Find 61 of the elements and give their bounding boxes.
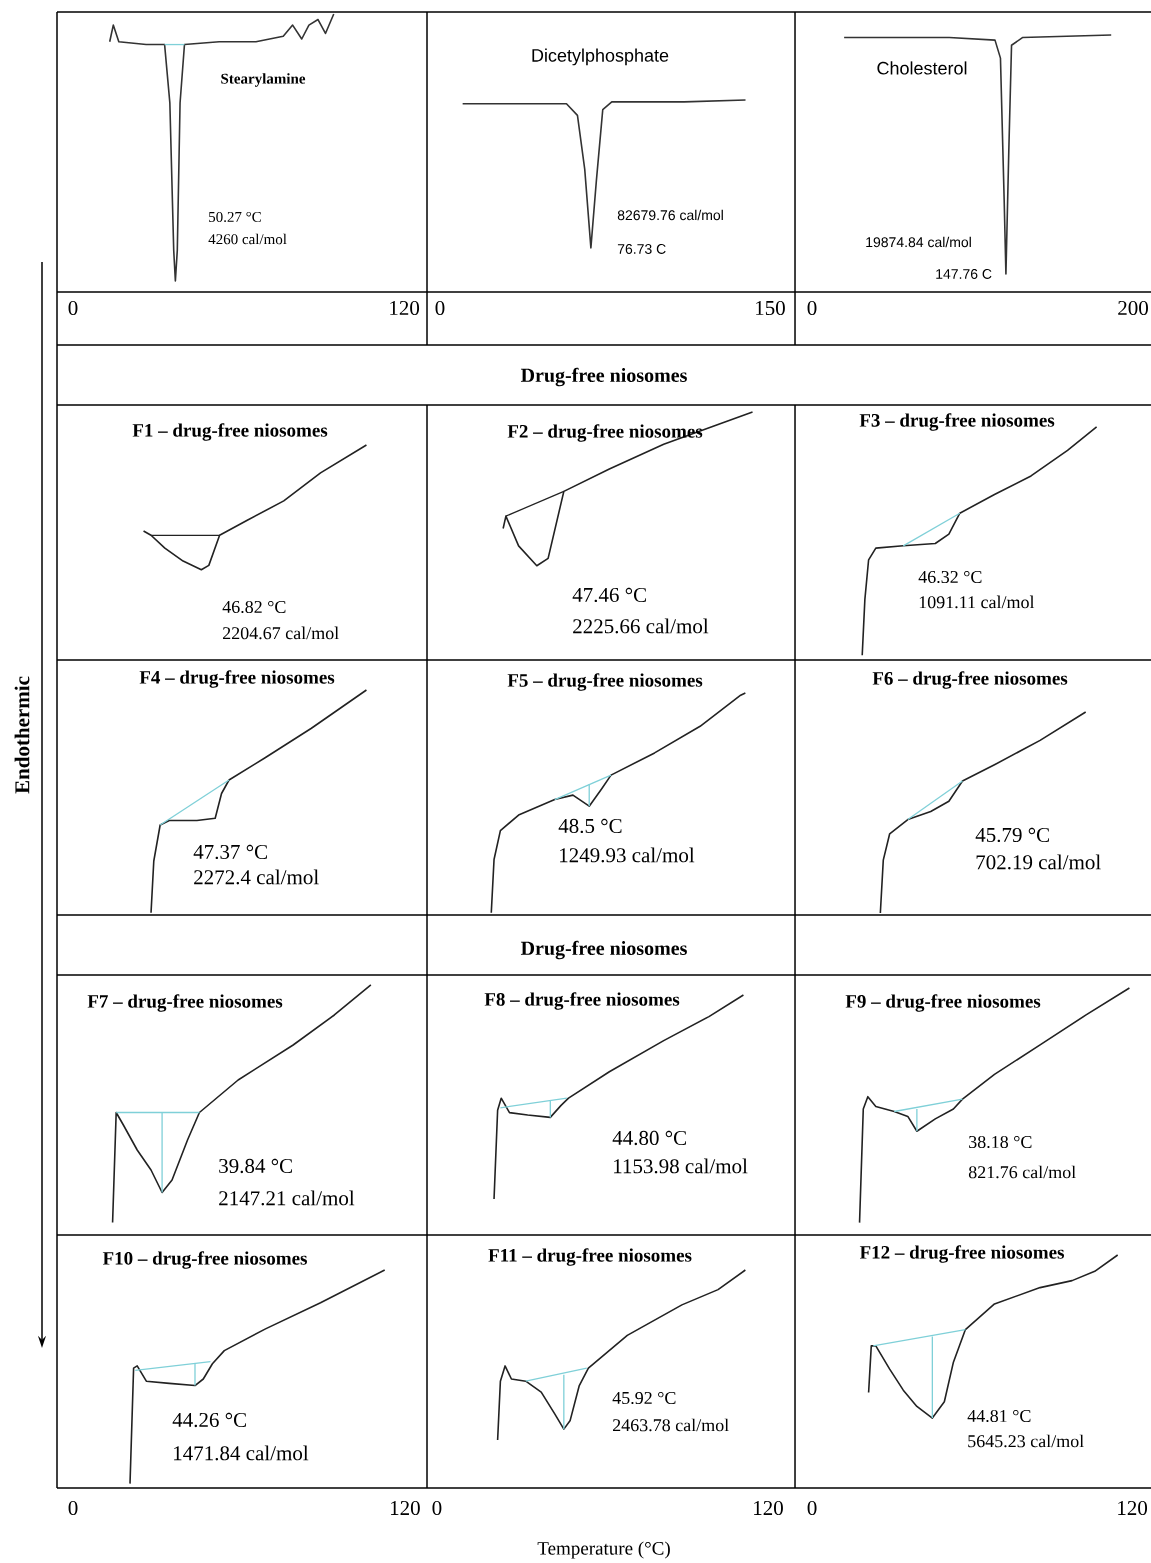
annotation: 2147.21 cal/mol: [219, 1190, 355, 1206]
chart-title: F7 – drug-free niosomes: [87, 994, 283, 1012]
x-tick-label: 0: [807, 1500, 817, 1516]
x-tick-label: 150: [756, 300, 785, 316]
text: F2 – drug-free niosomes: [507, 424, 703, 442]
x-tick-label: 0: [68, 300, 78, 316]
annotation: 48.5 °C: [558, 818, 622, 834]
chart-title: F10 – drug-free niosomes: [102, 1251, 307, 1269]
x-tick-label: 0: [68, 1500, 78, 1516]
annotation: 38.18 °C: [969, 1135, 1032, 1149]
chart-title: F9 – drug-free niosomes: [845, 994, 1041, 1012]
annotation: 45.92 °C: [612, 1391, 676, 1405]
annotation: 2463.78 cal/mol: [613, 1418, 729, 1432]
x-tick-label: 0: [807, 300, 817, 316]
chart-title: F12 – drug-free niosomes: [859, 1245, 1065, 1263]
text: Stearylamine: [221, 73, 306, 87]
text: Drug-free niosomes: [520, 940, 687, 960]
annotation: 76.73 C: [617, 244, 666, 254]
chart-title: Dicetylphosphate: [532, 48, 669, 66]
x-tick-label: 120: [754, 1500, 783, 1516]
annotation: 1091.11 cal/mol: [919, 595, 1035, 609]
annotation: 1471.84 cal/mol: [174, 1445, 309, 1461]
x-tick-label: 200: [1118, 300, 1148, 316]
chart-title: F11 – drug-free niosomes: [488, 1248, 692, 1266]
annotation: 5645.23 cal/mol: [968, 1434, 1084, 1448]
chart-title: F4 – drug-free niosomes: [139, 670, 335, 688]
annotation: 1153.98 cal/mol: [614, 1158, 748, 1174]
x-axis-title: Temperature (°C): [537, 1541, 670, 1559]
chart-title: F3 – drug-free niosomes: [859, 413, 1055, 431]
chart-title: F6 – drug-free niosomes: [872, 671, 1068, 689]
annotation: 47.37 °C: [193, 844, 267, 860]
x-tick-label: 120: [390, 1500, 420, 1516]
y-axis-title: Endothermic: [14, 676, 30, 794]
text: Drug-free niosomes: [520, 367, 687, 387]
annotation: 2272.4 cal/mol: [194, 869, 319, 885]
annotation: 45.79 °C: [975, 827, 1049, 843]
annotation: 147.76 C: [936, 269, 992, 279]
annotation: 44.26 °C: [172, 1412, 246, 1428]
annotation: 44.81 °C: [967, 1409, 1031, 1423]
annotation: 46.32 °C: [918, 570, 982, 584]
chart-title: F1 – drug-free niosomes: [132, 423, 328, 441]
annotation: 50.27 °C: [209, 211, 261, 223]
annotation: 46.82 °C: [222, 600, 286, 614]
annotation: 2225.66 cal/mol: [573, 618, 709, 634]
annotation: 2204.67 cal/mol: [223, 626, 339, 640]
chart-title: F5 – drug-free niosomes: [507, 673, 703, 691]
annotation: 82679.76 cal/mol: [617, 209, 723, 221]
x-tick-label: 120: [390, 300, 420, 316]
annotation: 821.76 cal/mol: [968, 1165, 1076, 1179]
x-tick-label: 0: [435, 300, 445, 316]
annotation: 44.80 °C: [612, 1130, 686, 1146]
annotation: 47.46 °C: [572, 587, 646, 603]
annotation: 1249.93 cal/mol: [560, 847, 695, 863]
annotation: 4260 cal/mol: [208, 233, 287, 245]
chart-title: F8 – drug-free niosomes: [484, 992, 680, 1010]
x-tick-label: 0: [432, 1500, 442, 1516]
annotation: 39.84 °C: [219, 1158, 292, 1174]
annotation: 19874.84 cal/mol: [866, 236, 971, 248]
annotation: 702.19 cal/mol: [976, 854, 1101, 870]
text: Cholesterol: [877, 61, 967, 75]
x-tick-label: 120: [1118, 1500, 1148, 1516]
